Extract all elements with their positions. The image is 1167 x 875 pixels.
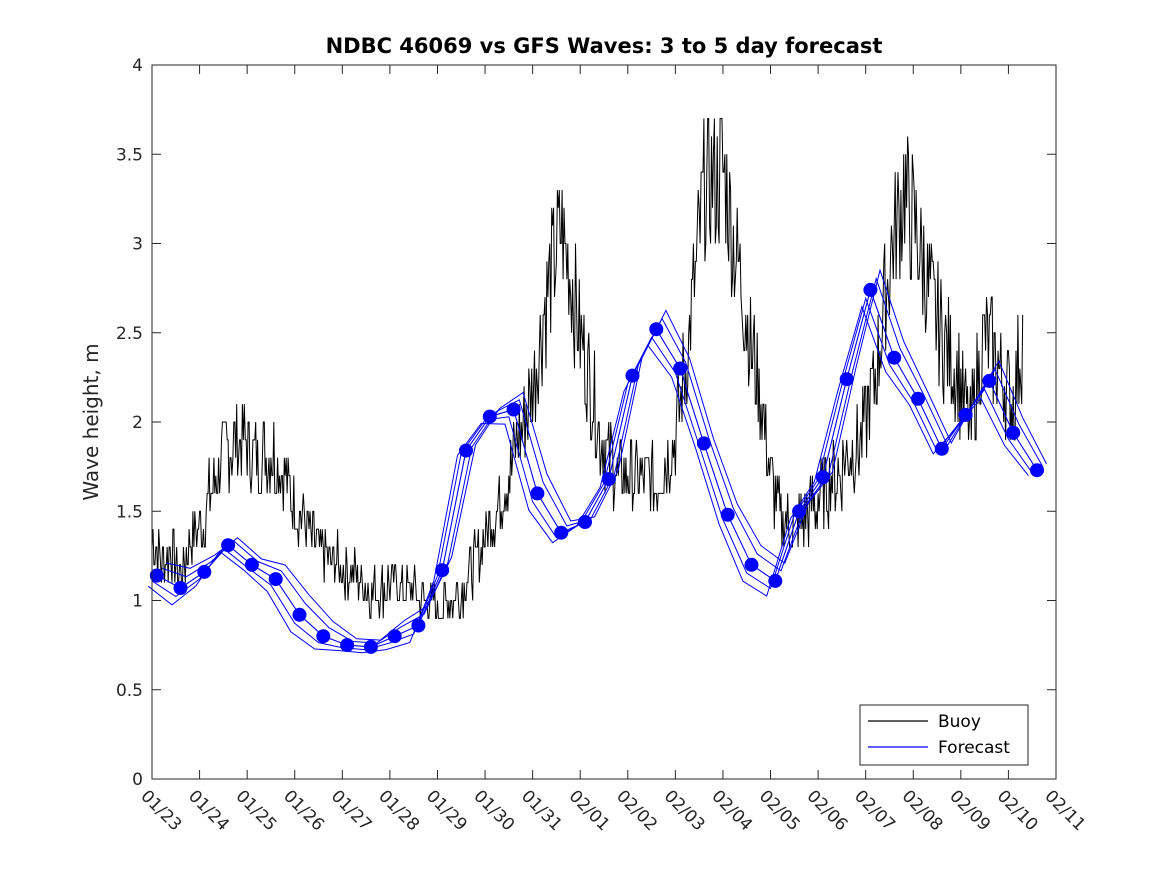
y-axis-label: Wave height, m (79, 343, 103, 500)
y-tick-label: 2.5 (116, 324, 143, 344)
legend-box (859, 704, 1029, 766)
chart-title: NDBC 46069 vs GFS Waves: 3 to 5 day fore… (326, 34, 883, 58)
legend-forecast-label: Forecast (938, 738, 1010, 758)
y-tick-label: 3 (132, 235, 143, 255)
forecast-run-line (162, 276, 1044, 644)
forecast-point (173, 581, 188, 595)
forecast-point (197, 564, 212, 579)
forecast-point (958, 407, 973, 422)
forecast-point (340, 638, 355, 653)
forecast-run-line (151, 296, 1033, 651)
forecast-run-line (166, 268, 1047, 641)
forecast-point (506, 402, 521, 417)
y-axis: 0 0.5 1 1.5 2 2.5 3 3.5 4 (116, 56, 1056, 790)
forecast-point (578, 515, 592, 529)
forecast-point (482, 409, 497, 424)
forecast-point (1006, 425, 1021, 440)
forecast-point (649, 322, 664, 337)
forecast-point (149, 568, 164, 583)
y-tick-label: 3.5 (116, 145, 143, 165)
forecast-point (244, 557, 259, 572)
y-tick-label: 0.5 (116, 681, 143, 701)
forecast-point (221, 538, 236, 553)
legend: Buoy Forecast (859, 704, 1029, 766)
forecast-point (744, 557, 759, 572)
forecast-point (696, 436, 711, 451)
forecast-point (268, 572, 283, 587)
forecast-point (982, 373, 997, 388)
forecast-point (292, 607, 307, 622)
forecast-point (1030, 463, 1044, 478)
forecast-point (720, 507, 735, 522)
forecast-point (387, 629, 402, 644)
forecast-point (530, 486, 545, 501)
forecast-point (459, 443, 473, 458)
buoy-line (151, 118, 1024, 619)
buoy-series-layer (151, 118, 1024, 619)
forecast-point (411, 618, 426, 633)
forecast-point (768, 573, 783, 588)
forecast-point (815, 470, 830, 485)
forecast-point (625, 368, 640, 383)
legend-buoy-label: Buoy (938, 712, 981, 732)
forecast-point (673, 361, 688, 376)
forecast-run-line (147, 305, 1029, 654)
forecast-point (554, 525, 569, 540)
forecast-point (435, 563, 450, 578)
forecast-point (363, 639, 378, 654)
plot-area (152, 65, 1056, 779)
forecast-point (839, 372, 854, 387)
forecast-point (863, 282, 878, 297)
forecast-point (792, 504, 807, 519)
forecast-point (887, 350, 902, 365)
forecast-point (911, 391, 925, 406)
y-tick-label: 2 (132, 413, 143, 433)
forecast-point (934, 441, 949, 456)
forecast-point (316, 629, 331, 644)
forecast-point (601, 472, 616, 487)
y-tick-label: 1.5 (116, 502, 143, 522)
y-tick-label: 0 (132, 770, 143, 790)
y-tick-label: 4 (132, 56, 143, 76)
forecast-markers-layer (149, 282, 1044, 654)
y-tick-label: 1 (132, 592, 143, 612)
